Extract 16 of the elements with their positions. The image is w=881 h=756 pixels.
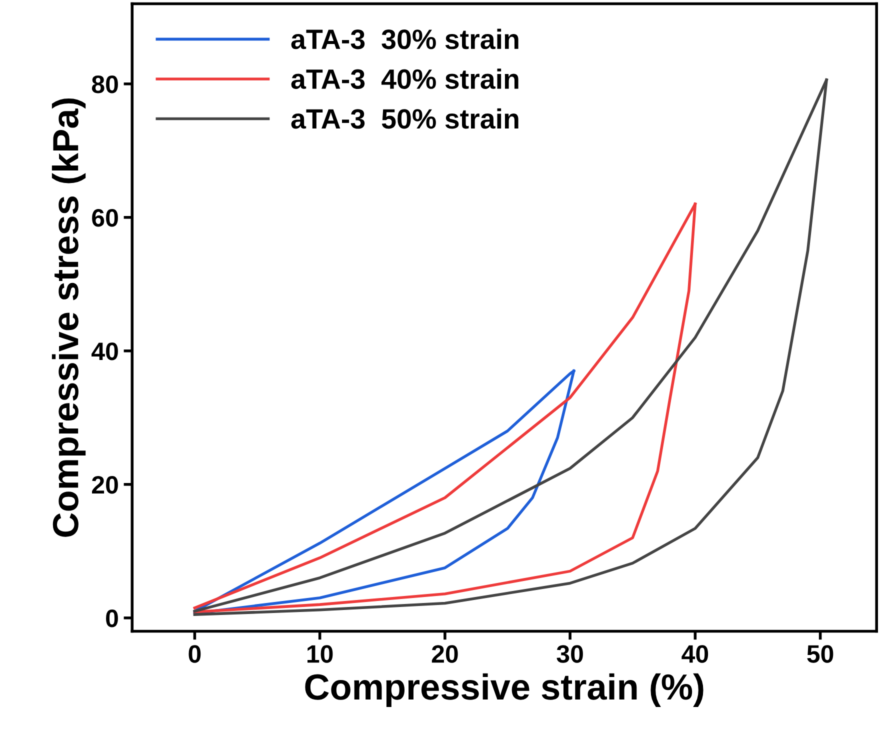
x-tick-label: 10 [307, 645, 333, 663]
x-tick-label: 50 [807, 645, 834, 663]
y-axis-title: Compressive stress (kPa) [52, 98, 86, 537]
legend-label: aTA-3 30% strain [291, 28, 518, 50]
y-tick-label: 60 [92, 208, 118, 227]
x-tick-label: 0 [188, 645, 201, 663]
y-tick-label: 20 [92, 476, 118, 494]
y-tick-label: 0 [106, 610, 118, 628]
y-tick-label: 80 [92, 75, 118, 94]
legend-label: aTA-3 50% strain [291, 108, 518, 129]
x-tick-label: 40 [682, 645, 708, 663]
x-tick-label: 20 [432, 645, 458, 663]
y-tick-label: 40 [92, 342, 118, 360]
x-tick-label: 30 [556, 645, 583, 663]
x-axis-title: Compressive strain (%) [305, 673, 704, 707]
legend-label: aTA-3 40% strain [291, 68, 518, 90]
